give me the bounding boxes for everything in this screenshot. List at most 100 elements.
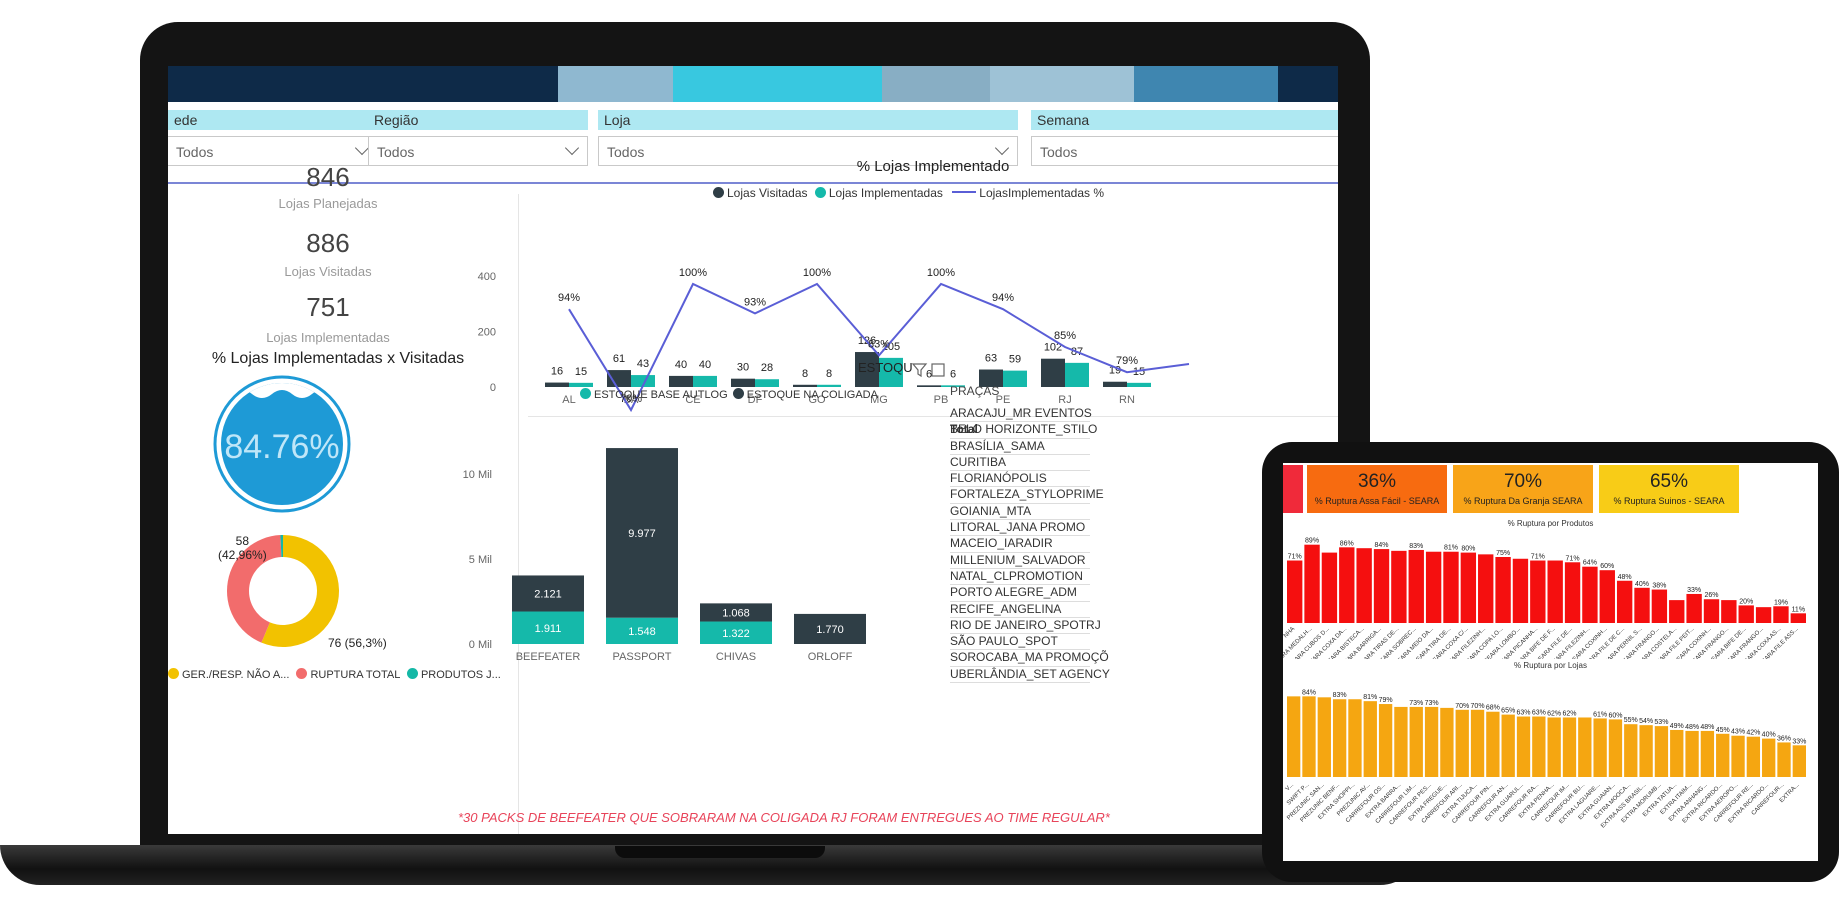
praca-row[interactable]: FLORIANÓPOLIS	[950, 471, 1090, 488]
pct-label: 79%	[1116, 355, 1138, 367]
pracas-header: PRAÇAS	[950, 384, 1000, 398]
praca-row[interactable]: BELO HORIZONTE_STILO	[950, 422, 1097, 439]
ruptura-bar	[1669, 600, 1685, 623]
ruptura-bar	[1777, 742, 1791, 777]
data-label: 105	[882, 341, 900, 353]
ruptura-bar	[1409, 706, 1423, 777]
ruptura-bar	[1721, 600, 1737, 623]
ruptura-bar	[1608, 719, 1623, 777]
praca-row[interactable]: RIO DE JANEIRO_SPOTRJ	[950, 618, 1101, 635]
data-label: 1.068	[722, 607, 750, 619]
slicer-loja[interactable]: Loja Todos	[598, 110, 1018, 166]
praca-row[interactable]: SÃO PAULO_SPOT	[950, 634, 1090, 651]
praca-row[interactable]: MILLENIUM_SALVADOR	[950, 553, 1090, 569]
data-label: 63%	[1532, 710, 1546, 717]
data-label: 80%	[1461, 546, 1475, 553]
ruptura-bar	[1486, 711, 1500, 777]
data-label: 33%	[1792, 738, 1806, 745]
data-label: 8	[802, 368, 808, 380]
x-tick-label: ORLOFF	[808, 651, 853, 663]
slicer-value: Todos	[607, 144, 645, 160]
data-label: 43%	[1731, 729, 1745, 736]
data-label: 1.548	[628, 626, 656, 638]
ruptura-bar	[1408, 549, 1424, 623]
ruptura-bar	[1425, 551, 1442, 623]
data-label: 68%	[1486, 705, 1500, 712]
data-label: 70%	[1455, 703, 1469, 710]
praca-row[interactable]: LITORAL_JANA PROMO	[950, 520, 1090, 537]
bar-implementadas	[1065, 362, 1089, 387]
bar-visitadas	[1103, 381, 1127, 387]
ruptura-bar	[1424, 706, 1439, 777]
data-label: 81%	[1363, 694, 1377, 701]
pct-label: 70%	[620, 393, 642, 405]
kpi-implementadas-value: 751	[306, 292, 350, 322]
kpi-planejadas-label: Lojas Planejadas	[278, 196, 378, 211]
data-label: 26%	[1704, 592, 1718, 599]
praca-row[interactable]: SOROCABA_MA PROMOÇÕ	[950, 650, 1109, 667]
filter-icon[interactable]	[912, 362, 946, 378]
ruptura-bar	[1440, 707, 1454, 777]
data-label: 84%	[1302, 689, 1316, 696]
slicer-dropdown[interactable]: Todos	[1031, 136, 1338, 166]
slicer-dropdown[interactable]: Todos	[368, 136, 588, 166]
bar-base-autlog	[700, 621, 772, 644]
praca-row[interactable]: FORTALEZA_STYLOPRIME	[950, 487, 1104, 504]
legend-item: Lojas Implementadas	[828, 186, 943, 200]
x-tick-label: NHA	[1283, 626, 1296, 639]
bar-base-autlog	[606, 617, 678, 644]
ruptura-bar	[1532, 716, 1546, 777]
praca-row[interactable]: NATAL_CLPROMOTION	[950, 569, 1090, 586]
water-gauge: 84.76%	[213, 375, 351, 513]
kpi-planejadas-value: 846	[306, 162, 350, 192]
data-label: 71%	[1531, 554, 1545, 561]
slicer-rede[interactable]: ede Todos	[168, 110, 378, 166]
slicer-semana[interactable]: Semana Todos	[1031, 110, 1338, 166]
praca-row[interactable]: RECIFE_ANGELINA	[950, 602, 1090, 618]
bar-coligada	[512, 575, 584, 612]
praca-row[interactable]: ARACAJU_MR EVENTOS	[950, 406, 1092, 423]
y-tick-label: 400	[478, 271, 496, 283]
ruptura-bar	[1321, 552, 1338, 623]
slicer-dropdown[interactable]: Todos	[598, 136, 1018, 166]
x-tick-label: GO	[808, 394, 826, 406]
bar-implementadas	[879, 357, 903, 387]
data-label: 65%	[1501, 708, 1515, 715]
ruptura-bar	[1530, 560, 1546, 623]
x-tick-label: DF	[748, 394, 763, 406]
praca-row[interactable]: BRASÍLIA_SAMA	[950, 439, 1090, 455]
data-label: 83%	[1409, 543, 1423, 550]
praca-row[interactable]: GOIANIA_MTA	[950, 504, 1090, 521]
ruptura-bar	[1443, 551, 1459, 623]
ruptura-bar	[1564, 562, 1581, 623]
bar-visitadas	[979, 369, 1003, 387]
ruptura-bar	[1373, 549, 1390, 623]
praca-row[interactable]: UBERLÂNDIA_SET AGENCY	[950, 667, 1110, 684]
legend-swatch	[168, 668, 179, 679]
ruptura-bar	[1790, 613, 1806, 623]
data-label: 60%	[1608, 712, 1622, 719]
ruptura-bar	[1470, 709, 1485, 777]
legend-item: PRODUTOS J...	[420, 669, 501, 681]
pct-label: 83%	[868, 338, 890, 350]
chevron-down-icon	[564, 140, 580, 156]
data-label: 79%	[1379, 697, 1393, 704]
legend-swatch	[296, 668, 308, 679]
estoque-legend: ESTOQUE BASE AUTLOG ESTOQUE NA COLIGADA	[580, 388, 878, 401]
bar-coligada	[794, 613, 866, 644]
bar-implementadas	[941, 385, 965, 387]
legend-item: LojasImplementadas %	[979, 186, 1104, 200]
praca-row[interactable]: PORTO ALEGRE_ADM	[950, 585, 1090, 602]
legend-swatch	[580, 388, 591, 399]
ruptura-bar	[1654, 726, 1669, 777]
gauge-value: 84.76%	[224, 428, 339, 466]
slicer-regiao[interactable]: Região Todos	[368, 110, 588, 166]
praca-row[interactable]: MACEIO_IARADIR	[950, 536, 1090, 553]
bar-implementadas	[631, 375, 655, 387]
bar-visitadas	[917, 385, 941, 387]
data-label: 43	[637, 358, 649, 370]
ruptura-bar	[1616, 580, 1633, 623]
praca-row[interactable]: CURITIBA	[950, 455, 1090, 472]
bar-base-autlog	[512, 611, 584, 644]
ruptura-bar	[1773, 606, 1789, 623]
